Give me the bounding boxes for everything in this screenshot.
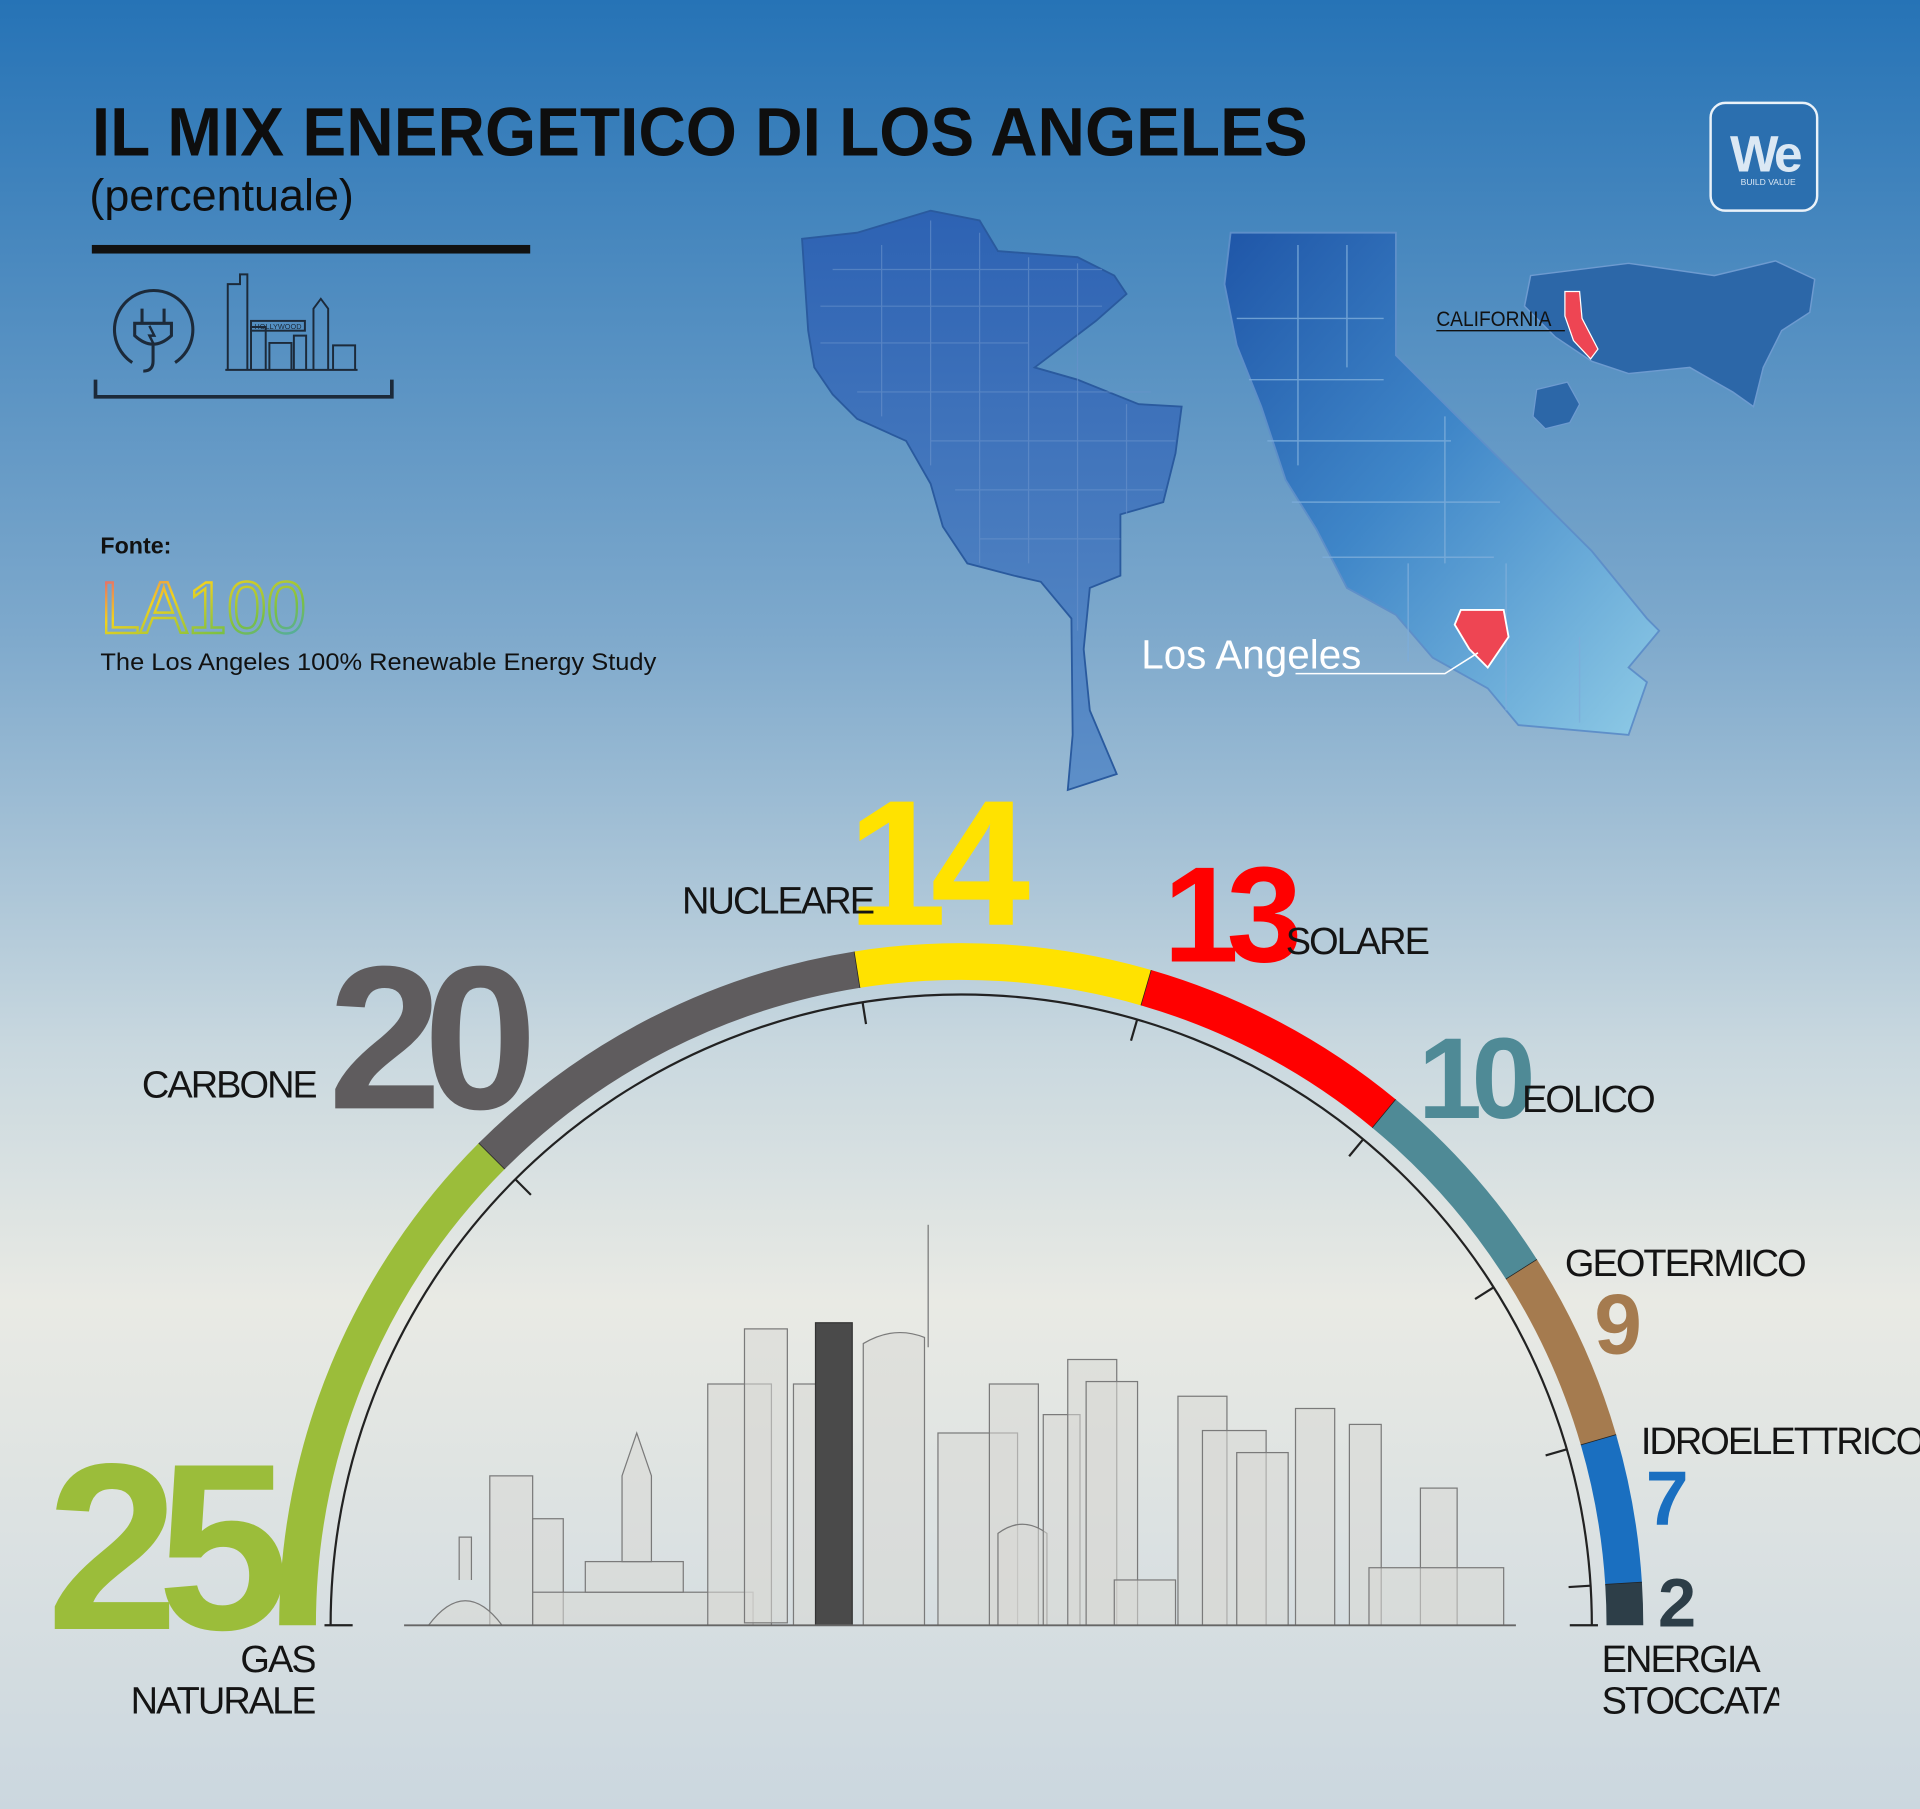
category-label: CARBONE bbox=[141, 1064, 316, 1106]
category-box: IDROELETTRICO bbox=[1640, 1420, 1920, 1463]
segment-divider bbox=[1605, 1581, 1642, 1586]
value-label: 14 bbox=[847, 763, 1029, 963]
tower bbox=[814, 1322, 853, 1626]
icons bbox=[93, 273, 394, 399]
tick-mark bbox=[861, 1002, 868, 1025]
plug bbox=[133, 308, 173, 373]
category-label: IDROELETTRICO bbox=[1640, 1420, 1920, 1463]
value-label: 20 bbox=[328, 924, 529, 1152]
value-label: 25 bbox=[47, 1415, 284, 1680]
city-leader bbox=[1295, 652, 1479, 675]
tick-mark bbox=[1129, 1019, 1139, 1042]
arc-segment bbox=[279, 1142, 505, 1626]
guide-arc bbox=[329, 993, 1593, 1626]
subtitle: (percentuale) bbox=[89, 172, 353, 221]
arc-segment bbox=[1372, 1099, 1538, 1280]
tick-mark bbox=[1348, 1138, 1365, 1157]
california-map bbox=[1223, 231, 1661, 736]
tick-mark bbox=[514, 1178, 532, 1196]
tick-mark bbox=[1474, 1286, 1495, 1301]
arc-segment bbox=[1580, 1434, 1642, 1585]
us-map bbox=[1436, 260, 1816, 430]
logo-tagline: BUILD VALUE bbox=[1741, 177, 1796, 187]
category-box: EOLICO bbox=[1522, 1079, 1656, 1121]
category-label: NUCLEARE bbox=[682, 880, 875, 923]
value-label: 10 bbox=[1418, 1015, 1532, 1143]
la-city-map bbox=[801, 209, 1183, 792]
arc-segment bbox=[478, 951, 861, 1169]
arc-segment bbox=[1141, 970, 1396, 1128]
category-label: GAS NATURALE bbox=[130, 1638, 315, 1723]
arc-segment bbox=[1605, 1582, 1644, 1626]
tick-mark bbox=[1545, 1448, 1568, 1457]
source-logo: LA100 bbox=[100, 566, 306, 649]
value-label: 2 bbox=[1658, 1565, 1694, 1642]
skyline-icon bbox=[225, 273, 358, 371]
category-label: SOLARE bbox=[1285, 921, 1430, 963]
arc-segment bbox=[1506, 1259, 1617, 1446]
category-label: GEOTERMICO bbox=[1564, 1243, 1807, 1285]
category-box: NUCLEARE bbox=[682, 880, 875, 923]
logo-text: We bbox=[1730, 124, 1801, 182]
title: IL MIX ENERGETICO DI LOS ANGELES bbox=[92, 94, 1308, 171]
la-county bbox=[1453, 609, 1510, 669]
category-box: CARBONE bbox=[141, 1064, 316, 1106]
city-label: Los Angeles bbox=[1141, 632, 1361, 678]
category-box: GAS NATURALE bbox=[130, 1638, 315, 1723]
category-label: EOLICO bbox=[1522, 1079, 1656, 1121]
category-label: ENERGIA STOCCATA bbox=[1601, 1638, 1780, 1723]
value-label: 13 bbox=[1163, 838, 1297, 990]
tick-mark bbox=[1568, 1584, 1591, 1589]
source-label: Fonte: bbox=[100, 533, 171, 559]
state-label: CALIFORNIA bbox=[1436, 308, 1551, 331]
category-box: SOLARE bbox=[1285, 921, 1430, 963]
segment-divider bbox=[1580, 1434, 1617, 1446]
title-rule bbox=[91, 244, 531, 254]
segment-divider bbox=[478, 1142, 506, 1170]
bolt bbox=[147, 325, 157, 346]
bracket bbox=[93, 379, 394, 399]
logo-box bbox=[1709, 101, 1819, 212]
plug-circle bbox=[113, 289, 195, 364]
hollywood-sign: HOLLYWOOD bbox=[254, 322, 301, 331]
source-name: The Los Angeles 100% Renewable Energy St… bbox=[100, 649, 657, 676]
arc-segment bbox=[854, 943, 1152, 1006]
california-highlight bbox=[1564, 290, 1599, 360]
category-box: ENERGIA STOCCATA bbox=[1601, 1638, 1780, 1723]
skyline bbox=[404, 1224, 1516, 1627]
category-box: GEOTERMICO bbox=[1564, 1243, 1807, 1285]
